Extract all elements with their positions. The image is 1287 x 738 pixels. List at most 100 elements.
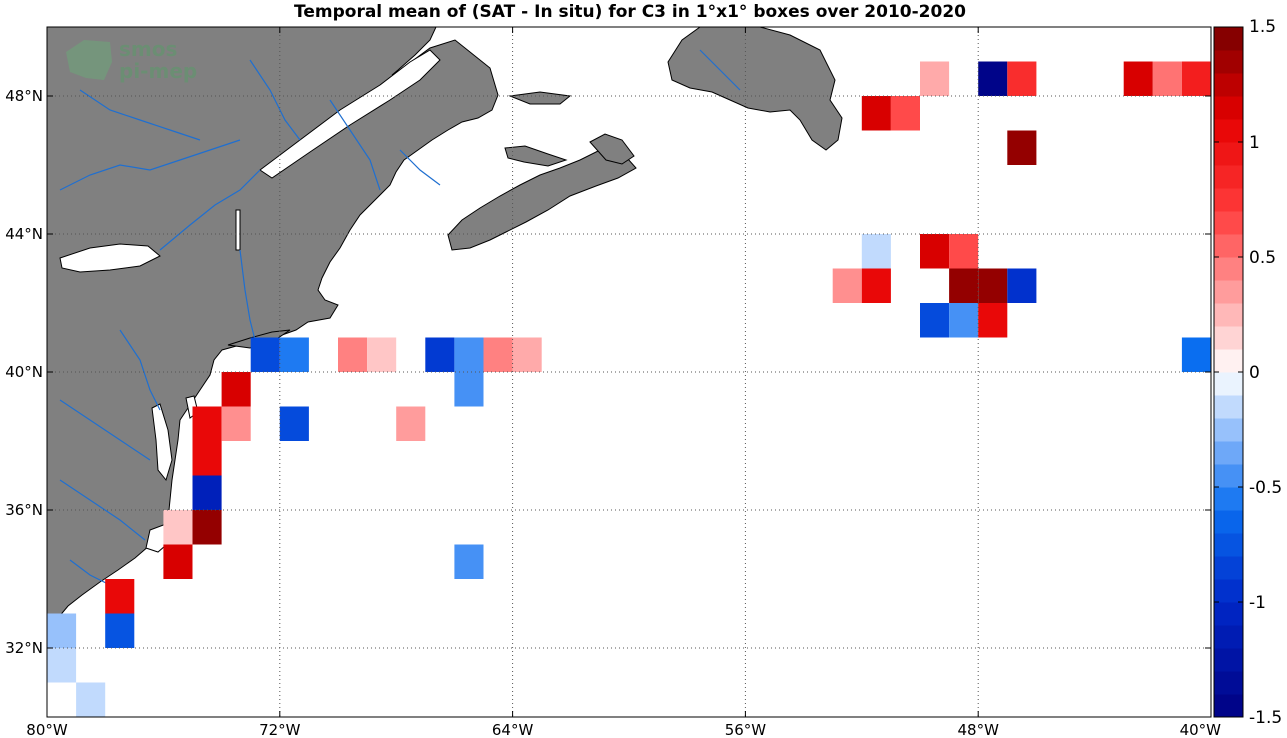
anomaly-cell	[920, 303, 950, 338]
colorbar-level	[1214, 533, 1243, 557]
colorbar-level	[1214, 694, 1243, 718]
anomaly-cell	[949, 303, 979, 338]
colorbar-tick-label: 0	[1249, 363, 1260, 383]
lat-tick-label: 48°N	[5, 87, 43, 105]
anomaly-cell	[47, 613, 77, 648]
lake-champlain	[235, 209, 241, 251]
colorbar-tick-label: -0.5	[1249, 478, 1282, 498]
lon-tick-label: 80°W	[26, 721, 68, 738]
anomaly-cell	[832, 268, 862, 303]
anomaly-cell	[221, 372, 251, 407]
lat-tick-label: 36°N	[5, 501, 43, 519]
colorbar-level	[1214, 671, 1243, 695]
colorbar-level	[1214, 395, 1243, 419]
anomaly-cell	[978, 61, 1008, 96]
colorbar-tick-label: -1.5	[1249, 708, 1282, 728]
anomaly-cell	[105, 579, 135, 614]
colorbar-tick-label: 1	[1249, 133, 1260, 153]
land-nova-scotia	[447, 149, 637, 251]
anomaly-cell	[1181, 337, 1211, 372]
land-newfoundland	[667, 27, 843, 151]
anomaly-cell	[47, 648, 77, 683]
anomaly-cell	[192, 510, 222, 545]
anomaly-cell	[1181, 61, 1211, 96]
lat-tick-label: 32°N	[5, 639, 43, 657]
lon-tick-label: 56°W	[725, 721, 767, 738]
anomaly-cell	[1007, 130, 1037, 165]
land-pei	[504, 145, 568, 167]
colorbar-level	[1214, 165, 1243, 189]
watermark: smos pi-mep	[66, 37, 197, 83]
land-cape-breton	[589, 133, 635, 165]
colorbar-level	[1214, 119, 1243, 143]
colorbar-level	[1214, 211, 1243, 235]
colorbar-ticks: 1.5 1 0.5 0 -0.5 -1 -1.5	[1214, 17, 1282, 728]
chesapeake-bay	[151, 403, 173, 482]
anomaly-cell	[861, 268, 891, 303]
colorbar-level	[1214, 50, 1243, 74]
anomaly-cell	[920, 61, 950, 96]
lon-tick-label: 40°W	[1180, 721, 1222, 738]
colorbar-level	[1214, 96, 1243, 120]
colorbar-level	[1214, 510, 1243, 534]
anomaly-cell	[512, 337, 542, 372]
colorbar-level	[1214, 188, 1243, 212]
anomaly-cell	[978, 303, 1008, 338]
anomaly-cell	[250, 337, 280, 372]
anomaly-cell	[454, 337, 484, 372]
anomaly-cell	[483, 337, 513, 372]
anomaly-cell	[861, 96, 891, 131]
colorbar-level	[1214, 602, 1243, 626]
colorbar-tick-label: -1	[1249, 593, 1266, 613]
colorbar-level	[1214, 648, 1243, 672]
anomaly-cell	[396, 406, 426, 441]
latitude-axis: 32°N 36°N 40°N 44°N 48°N	[5, 87, 1211, 657]
anomaly-cell	[454, 544, 484, 579]
anomaly-cell	[949, 234, 979, 269]
anomaly-cell	[1007, 61, 1037, 96]
anomaly-cell	[279, 337, 309, 372]
colorbar-tick-label: 0.5	[1249, 248, 1276, 268]
colorbar-level	[1214, 73, 1243, 97]
smos-pimep-logo-icon	[66, 40, 112, 80]
lat-tick-label: 44°N	[5, 225, 43, 243]
colorbar-level	[1214, 326, 1243, 350]
anomaly-cell	[338, 337, 368, 372]
anomaly-cell	[192, 475, 222, 510]
anomaly-cell	[425, 337, 455, 372]
anomaly-cell	[192, 441, 222, 476]
anomaly-cell	[279, 406, 309, 441]
colorbar-tick-label: 1.5	[1249, 17, 1276, 37]
lon-tick-label: 72°W	[259, 721, 301, 738]
anomaly-cell	[105, 613, 135, 648]
colorbar-level	[1214, 418, 1243, 442]
anomaly-cells	[47, 61, 1211, 717]
colorbar-level	[1214, 464, 1243, 488]
anomaly-cell	[1152, 61, 1182, 96]
colorbar-level	[1214, 625, 1243, 649]
colorbar-level	[1214, 349, 1243, 373]
lake-ontario	[59, 243, 161, 273]
lat-tick-label: 40°N	[5, 363, 43, 381]
colorbar-level	[1214, 257, 1243, 281]
colorbar-level	[1214, 441, 1243, 465]
colorbar-level	[1214, 142, 1243, 166]
anomaly-cell	[192, 406, 222, 441]
anomaly-cell	[163, 544, 193, 579]
anomaly-cell	[920, 234, 950, 269]
colorbar-level	[1214, 234, 1243, 258]
anomaly-cell	[861, 234, 891, 269]
gridlines	[47, 27, 1211, 717]
watermark-line2: pi-mep	[119, 59, 197, 83]
anomaly-cell	[1123, 61, 1153, 96]
anomaly-cell	[454, 372, 484, 407]
anomaly-cell	[367, 337, 397, 372]
anomaly-cell	[76, 682, 106, 717]
anomaly-cell	[890, 96, 920, 131]
lon-tick-label: 48°W	[957, 721, 999, 738]
anomaly-cell	[221, 406, 251, 441]
rivers	[59, 49, 741, 586]
colorbar	[1214, 27, 1243, 718]
longitude-axis: 80°W 72°W 64°W 56°W 48°W 40°W	[26, 27, 1221, 738]
